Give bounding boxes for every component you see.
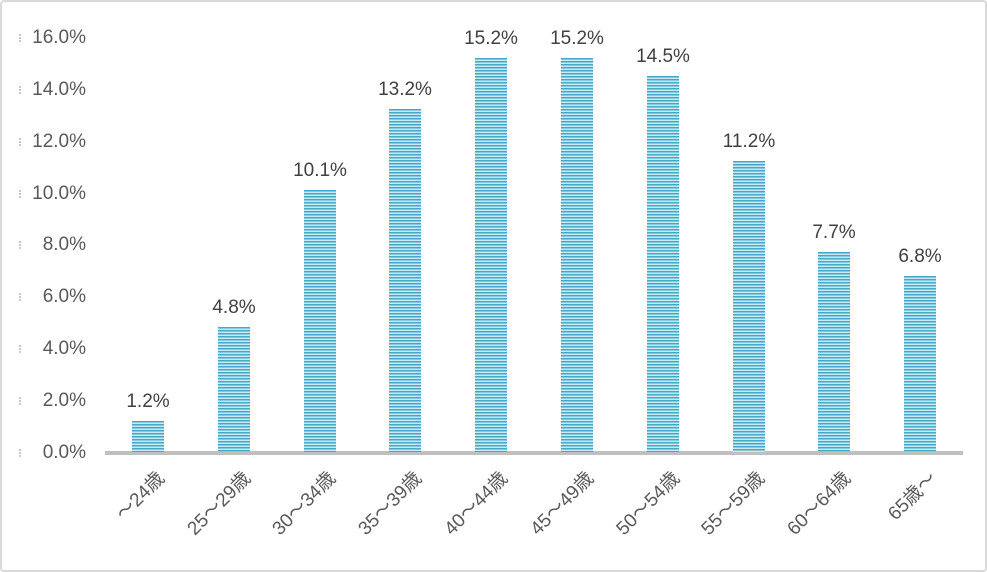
y-axis-tick-label: 0.0% (42, 442, 86, 463)
y-axis-tick-label: 14.0% (32, 78, 86, 100)
bar[interactable] (132, 421, 164, 452)
bar-value-label: 11.2% (722, 131, 776, 152)
y-axis-tick-mark (19, 293, 21, 302)
bar-value-label: 10.1% (293, 160, 347, 181)
x-axis-tick-label: 60～64歳 (783, 468, 855, 540)
bar[interactable] (561, 58, 593, 452)
bar-value-label: 15.2% (550, 28, 604, 49)
x-axis-tick-label: 30～34歳 (268, 468, 340, 540)
bar[interactable] (904, 276, 936, 452)
bar[interactable] (218, 327, 250, 452)
y-axis-tick-label: 10.0% (32, 182, 86, 204)
bar[interactable] (647, 76, 679, 452)
x-axis-tick-label: 45～49歳 (526, 468, 598, 540)
bar-value-label: 1.2% (126, 391, 170, 412)
y-axis-tick-mark (19, 137, 21, 146)
x-axis-tick-label: 55～59歳 (697, 468, 769, 540)
bar[interactable] (475, 58, 507, 452)
bar-value-label: 6.8% (898, 246, 942, 267)
y-axis-tick-mark (19, 345, 21, 354)
y-axis-tick-label: 12.0% (32, 130, 86, 152)
y-axis-tick-mark (19, 33, 21, 42)
x-axis-tick-label: ～24歳 (112, 468, 169, 525)
bar-value-label: 4.8% (212, 297, 256, 318)
x-axis-tick-label: 65歳～ (884, 468, 941, 525)
y-axis-tick-mark (19, 449, 21, 457)
bar[interactable] (733, 161, 765, 452)
bar[interactable] (818, 252, 850, 452)
x-axis-tick-label: 50～54歳 (612, 468, 684, 540)
bar-value-label: 13.2% (378, 79, 432, 100)
bar-value-label: 7.7% (812, 222, 856, 243)
y-axis-tick-label: 4.0% (42, 338, 86, 360)
y-axis-tick-label: 16.0% (32, 26, 86, 48)
x-axis-tick-label: 40～44歳 (440, 468, 512, 540)
bar-value-label: 14.5% (636, 46, 690, 67)
bar-value-label: 15.2% (464, 28, 518, 49)
y-axis-tick-mark (19, 85, 21, 94)
y-axis-tick-label: 2.0% (42, 390, 86, 412)
x-axis-tick-label: 35～39歳 (354, 468, 426, 540)
y-axis-tick-mark (19, 189, 21, 198)
bar[interactable] (389, 109, 421, 452)
x-axis-tick-label: 25～29歳 (183, 468, 255, 540)
bar[interactable] (304, 190, 336, 452)
y-axis-tick-label: 6.0% (42, 286, 86, 308)
y-axis-tick-mark (19, 241, 21, 250)
y-axis-tick-label: 8.0% (42, 234, 86, 256)
y-axis-tick-mark (19, 397, 21, 406)
x-axis-line (105, 451, 963, 455)
